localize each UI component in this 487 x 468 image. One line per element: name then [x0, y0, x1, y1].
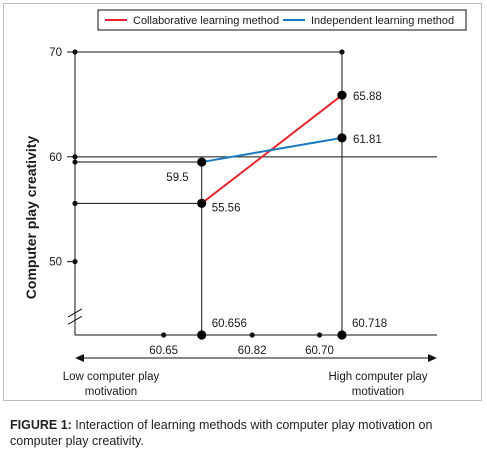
x-axis-point	[337, 330, 347, 340]
y-tick-dot	[72, 259, 78, 265]
low-motivation-label: Low computer play	[63, 371, 160, 383]
data-point	[337, 133, 347, 143]
y-tick-label: 50	[49, 257, 62, 269]
x-point-label: 60.718	[352, 318, 387, 330]
high-motivation-label: motivation	[352, 386, 404, 398]
arrow-head-right	[428, 354, 437, 362]
caption-text: Interaction of learning methods with com…	[10, 418, 433, 448]
y-axis-title: Computer play creativity	[23, 136, 39, 300]
high-motivation-label: High computer play	[328, 371, 427, 383]
y-tick-label: 60	[49, 152, 62, 164]
x-point-label: 60.656	[212, 318, 247, 330]
legend-entry: Independent learning method	[311, 15, 454, 27]
y-axis-dot	[72, 200, 78, 206]
x-tick-dot	[316, 332, 323, 338]
x-tick-label: 60.70	[305, 345, 334, 357]
y-axis-dot	[72, 159, 78, 165]
x-tick-label: 60.65	[149, 345, 178, 357]
data-point	[337, 90, 347, 100]
y-tick-dot	[72, 49, 78, 55]
axis-break-mark	[67, 308, 83, 318]
series-line	[201, 136, 343, 164]
axis-break-mark	[67, 315, 83, 325]
x-tick-dot	[249, 332, 255, 338]
figure-caption: FIGURE 1: Interaction of learning method…	[10, 417, 478, 449]
figure-frame	[3, 3, 482, 401]
caption-prefix: FIGURE 1:	[10, 418, 72, 432]
low-motivation-label: motivation	[85, 386, 137, 398]
x-tick-label: 60.82	[238, 345, 267, 357]
interaction-chart: 50 60 70 55.56 65.88 59.5 61.81 60.656 60.718 60.…	[23, 9, 467, 398]
data-point	[197, 157, 207, 167]
data-label: 55.56	[212, 202, 241, 214]
legend-entry: Collaborative learning method	[133, 15, 279, 27]
data-label: 61.81	[353, 134, 382, 146]
data-label: 65.88	[353, 91, 382, 103]
top-dot	[339, 49, 345, 55]
data-label: 59.5	[166, 172, 188, 184]
arrow-head-left	[75, 354, 84, 362]
legend-box	[97, 9, 467, 31]
x-tick-dot	[161, 332, 167, 338]
x-axis-point	[197, 330, 207, 340]
data-point	[197, 198, 207, 208]
y-tick-label: 70	[49, 47, 62, 59]
